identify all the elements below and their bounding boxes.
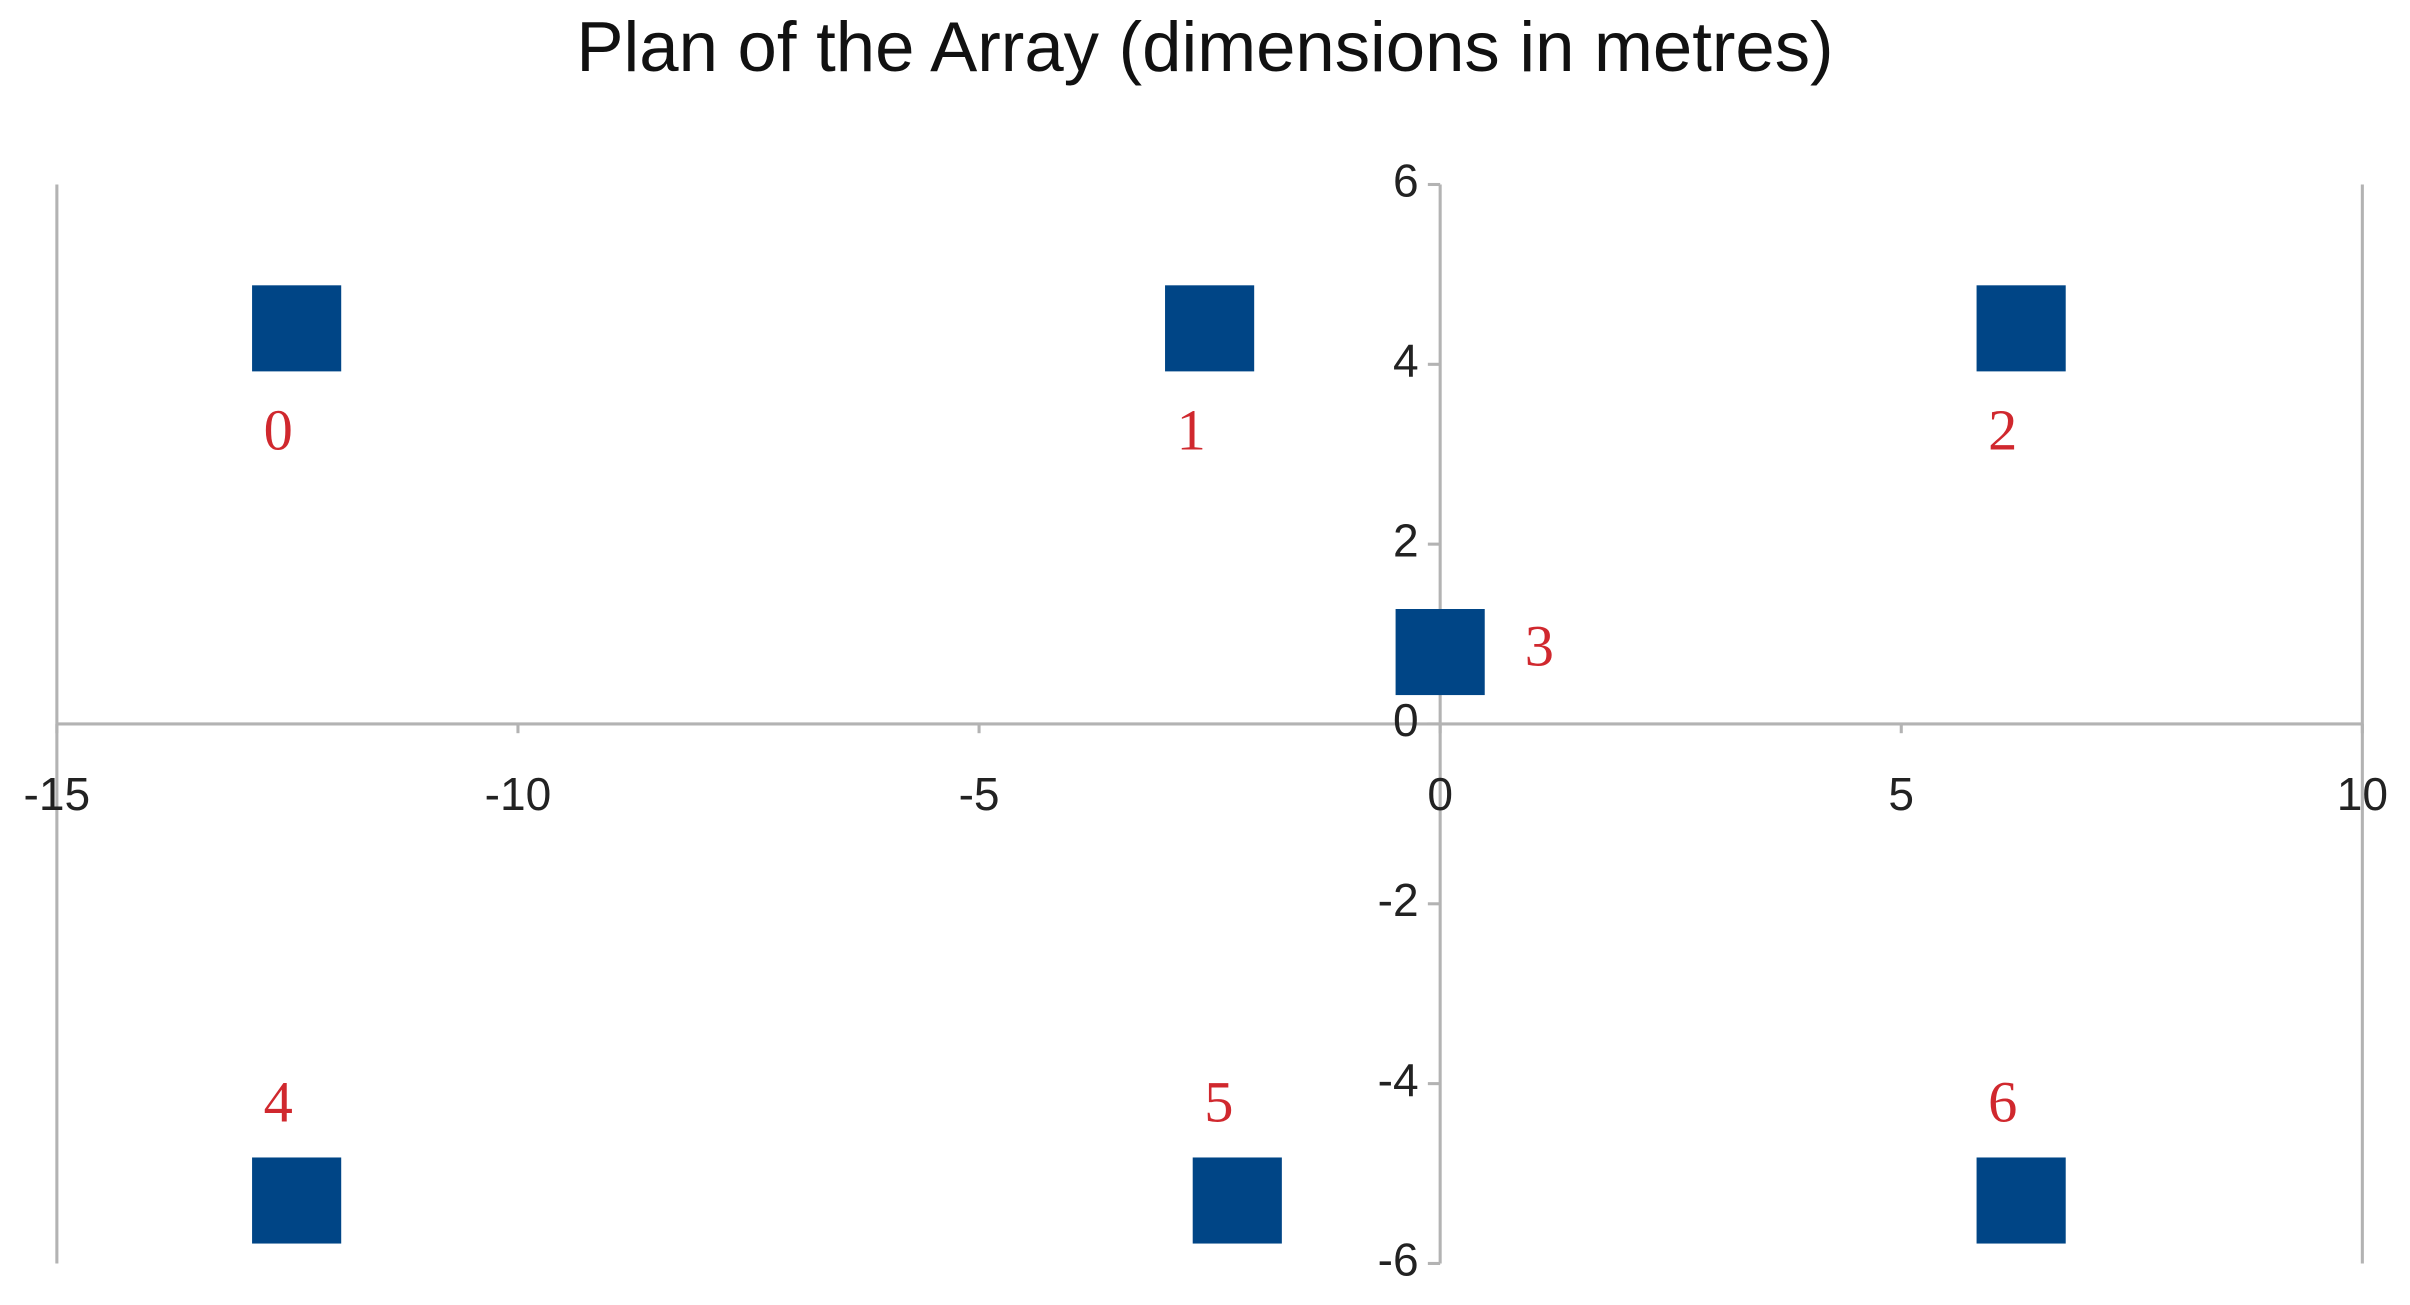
y-tick-label: -2 (1378, 874, 1419, 926)
marker (1165, 285, 1255, 372)
point-label: 6 (1988, 1070, 2017, 1135)
x-tick-label: 0 (1427, 768, 1453, 820)
x-tick-label: -10 (485, 768, 552, 820)
x-tick-label: 10 (2337, 768, 2388, 820)
y-tick-label: -4 (1378, 1054, 1419, 1106)
x-tick-label: -15 (24, 768, 91, 820)
point-label: 1 (1177, 397, 1206, 462)
y-tick-label: -6 (1378, 1234, 1419, 1286)
y-tick-label: 0 (1393, 694, 1419, 746)
point-label: 4 (264, 1070, 293, 1135)
marker (252, 285, 342, 372)
x-tick-label: -5 (959, 768, 1000, 820)
marker (1192, 1157, 1282, 1244)
chart-title: Plan of the Array (dimensions in metres) (576, 7, 1833, 86)
point-label: 0 (264, 397, 293, 462)
point-label: 5 (1204, 1070, 1233, 1135)
y-tick-label: 4 (1393, 334, 1419, 386)
marker (1976, 285, 2066, 372)
marker (1395, 609, 1485, 696)
marker (1976, 1157, 2066, 1244)
point-label: 2 (1988, 397, 2017, 462)
y-tick-label: 2 (1393, 514, 1419, 566)
marker (252, 1157, 342, 1244)
point-label: 3 (1525, 613, 1554, 678)
y-tick-label: 6 (1393, 155, 1419, 207)
x-tick-label: 5 (1888, 768, 1914, 820)
